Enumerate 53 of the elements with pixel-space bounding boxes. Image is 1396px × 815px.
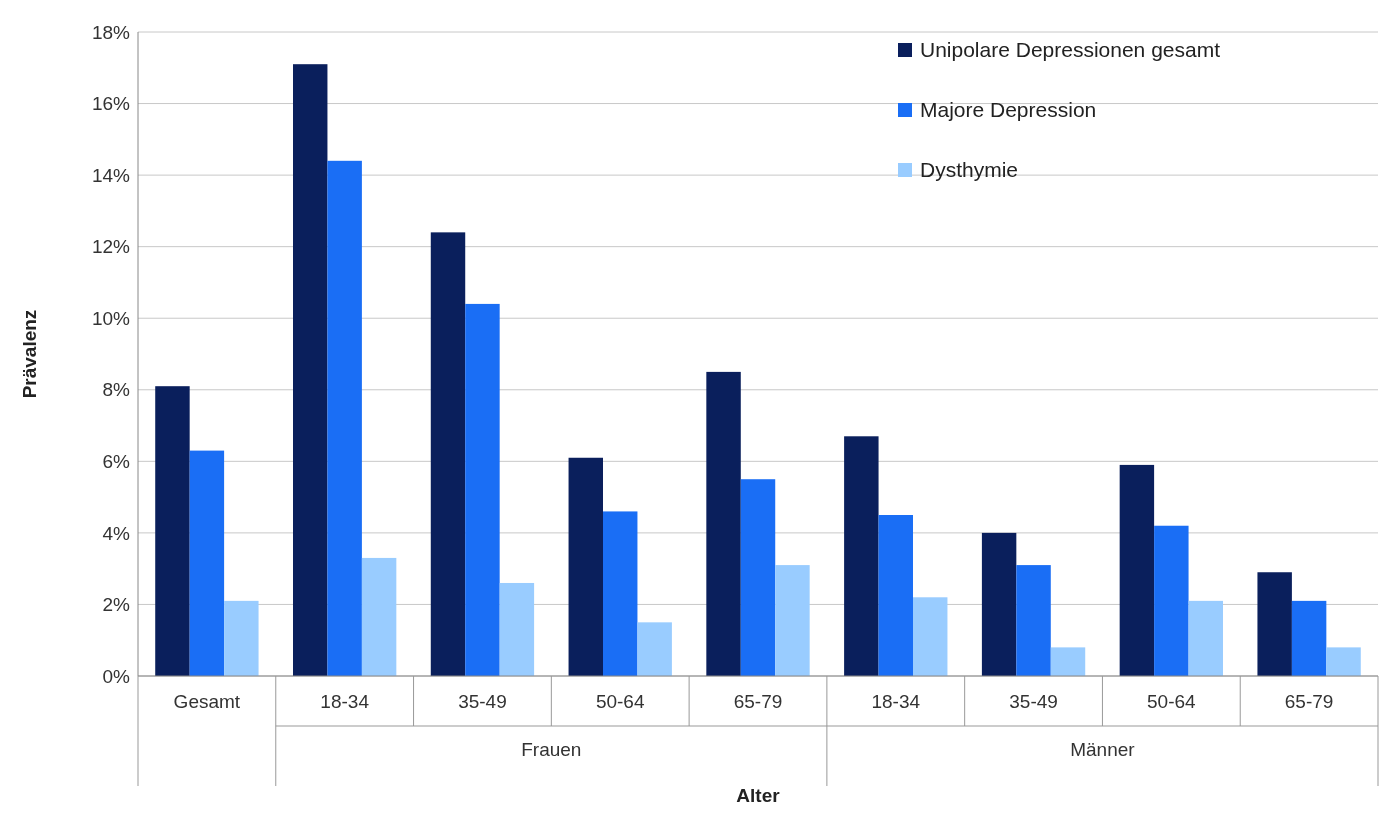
bar	[706, 371, 741, 676]
bar	[981, 532, 1017, 676]
x-tick-label: 35-49	[458, 691, 507, 712]
bar	[1050, 647, 1086, 676]
y-tick-label: 2%	[102, 594, 131, 616]
x-tick-label: 18-34	[320, 691, 370, 712]
bar	[1257, 572, 1292, 676]
bar	[1154, 525, 1189, 676]
x-tick-label: 18-34	[871, 691, 921, 712]
y-tick-label: 8%	[102, 379, 131, 401]
bar	[568, 457, 603, 676]
bar	[603, 511, 638, 676]
bar	[430, 232, 466, 676]
y-tick-label: 14%	[91, 164, 131, 186]
legend-label: Dysthymie	[920, 158, 1019, 182]
bar	[844, 436, 879, 676]
bar	[293, 64, 328, 676]
y-tick-label: 12%	[91, 236, 131, 258]
y-axis-title: Prävalenz	[19, 309, 40, 399]
x-tick-label: 50-64	[1147, 691, 1197, 712]
bar	[327, 160, 362, 676]
bar	[775, 565, 810, 676]
y-tick-label: 0%	[102, 665, 131, 687]
bar	[637, 622, 672, 676]
legend-label: Majore Depression	[920, 98, 1097, 122]
bar	[361, 557, 397, 676]
x-tick-label: 65-79	[733, 691, 783, 712]
bar	[189, 450, 225, 676]
y-tick-label: 16%	[91, 93, 131, 115]
bar	[1291, 600, 1327, 676]
bar	[878, 515, 913, 676]
x-tick-label: Gesamt	[173, 691, 241, 712]
bar	[1188, 600, 1223, 676]
y-tick-label: 4%	[102, 522, 131, 544]
bar	[913, 597, 948, 676]
x-tick-label: 65-79	[1284, 691, 1334, 712]
y-tick-label: 18%	[91, 21, 131, 43]
y-tick-label: 10%	[91, 307, 131, 329]
bar	[499, 582, 535, 676]
bar	[740, 479, 776, 676]
x-tick-label: 50-64	[595, 691, 645, 712]
bar	[1326, 647, 1361, 676]
y-tick-label: 6%	[102, 450, 131, 472]
x-tick-label: 35-49	[1009, 691, 1058, 712]
bar	[1119, 464, 1155, 676]
legend-label: Unipolare Depressionen gesamt	[920, 38, 1221, 62]
text: Männer	[1070, 739, 1136, 760]
bar	[465, 303, 500, 676]
text: Frauen	[521, 739, 582, 760]
bar	[1016, 565, 1051, 676]
x-axis-title: Alter	[736, 785, 781, 806]
bar	[224, 600, 259, 676]
bar	[155, 386, 190, 676]
